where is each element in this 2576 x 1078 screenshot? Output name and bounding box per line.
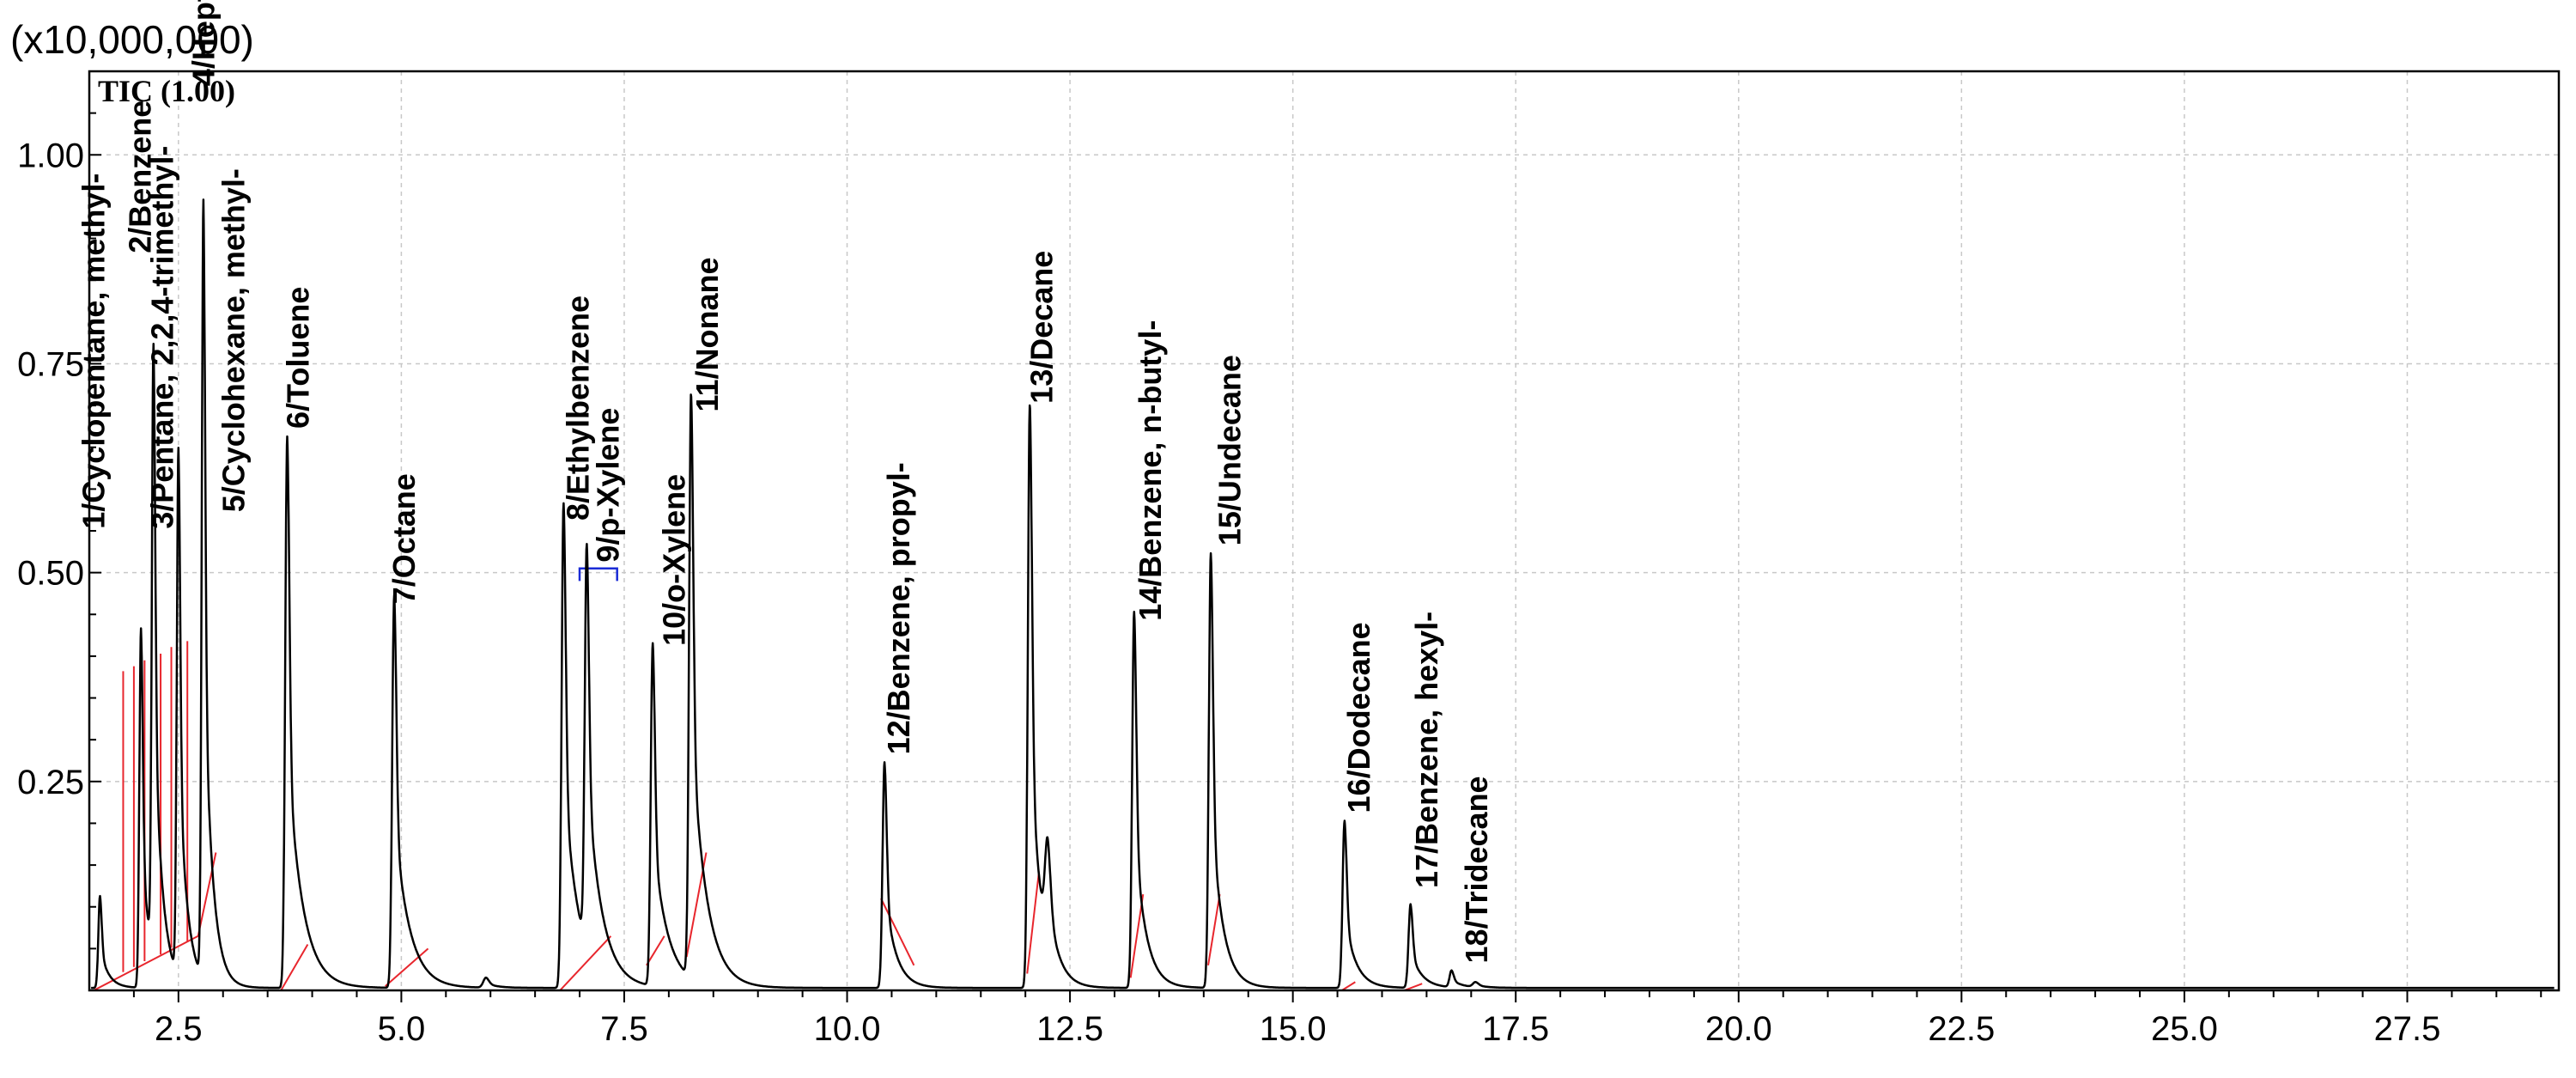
x-tick-label: 2.5 (155, 1010, 203, 1048)
x-tick-label: 27.5 (2374, 1010, 2441, 1048)
x-tick-label: 20.0 (1705, 1010, 1772, 1048)
peak-label: 8/Ethylbenzene (560, 295, 595, 521)
peak-label: 12/Benzene, propyl- (881, 462, 916, 754)
integration-baseline (1341, 981, 1356, 991)
x-tick-label: 25.0 (2151, 1010, 2218, 1048)
peak-label: 10/o-Xylene (657, 474, 692, 646)
grid-lines (89, 71, 2559, 990)
trace-label: TIC (1.00) (98, 74, 235, 108)
integration-baseline (280, 943, 309, 991)
x-tick-label: 22.5 (1928, 1010, 1995, 1048)
peak-label: 6/Toluene (280, 287, 315, 429)
tic-trace (90, 198, 2555, 990)
peak-label: 5/Cyclohexane, methyl- (216, 168, 252, 512)
peak-label: 13/Decane (1024, 251, 1059, 404)
peak-label: 17/Benzene, hexyl- (1409, 612, 1444, 888)
peak-labels: 1/Cyclopentane, methyl- 2/Benzene3/Pentan… (76, 0, 1494, 964)
peak-label: 14/Benzene, n-butyl- (1133, 320, 1168, 621)
y-tick-label: 0.25 (17, 764, 84, 801)
peak-label: 9/p-Xylene (591, 408, 626, 563)
x-tick-label: 17.5 (1482, 1010, 1549, 1048)
peak-label: 11/Nonane (690, 257, 725, 411)
y-tick-label: 1.00 (17, 137, 84, 174)
grouped-baseline (578, 567, 618, 582)
x-tick-label: 10.0 (814, 1010, 881, 1048)
integration-baseline (1404, 983, 1423, 991)
axes: 2.5 5.0 7.5 10.0 12.5 15.0 17.5 20.0 22.5 25.0 27.… (17, 112, 2543, 1048)
integration-baseline (385, 947, 429, 987)
peak-label: 18/Tridecane (1459, 776, 1494, 963)
plot-frame (88, 70, 2561, 992)
x-tick-label: 5.0 (378, 1010, 426, 1048)
integration-baseline (1026, 873, 1040, 974)
integration-baseline (1207, 893, 1221, 965)
integration-baseline (559, 935, 612, 991)
y-tick-label: 0.50 (17, 555, 84, 593)
peak-label: 15/Undecane (1212, 355, 1247, 545)
tic-trace-line (90, 198, 2555, 990)
peak-label: 7/Octane (386, 473, 422, 604)
integration-baseline (1129, 893, 1145, 978)
x-tick-label: 7.5 (600, 1010, 648, 1048)
peak-label: 16/Dodecane (1341, 622, 1376, 813)
integration-baseline (646, 935, 665, 966)
peak-label: 2/Benzene (123, 100, 158, 253)
peak-label: 3/Pentane, 2,2,4-trimethyl- (145, 146, 180, 529)
integration-baseline (93, 935, 199, 991)
y-tick-label: 0.75 (17, 345, 84, 383)
integration-baseline (880, 898, 915, 966)
x-tick-label: 12.5 (1036, 1010, 1103, 1048)
x-tick-label: 15.0 (1260, 1010, 1327, 1048)
integration-baselines (93, 567, 1423, 991)
y-scale-label: (x10,000,000) (10, 17, 254, 62)
peak-label: 1/Cyclopentane, methyl- (76, 174, 112, 529)
